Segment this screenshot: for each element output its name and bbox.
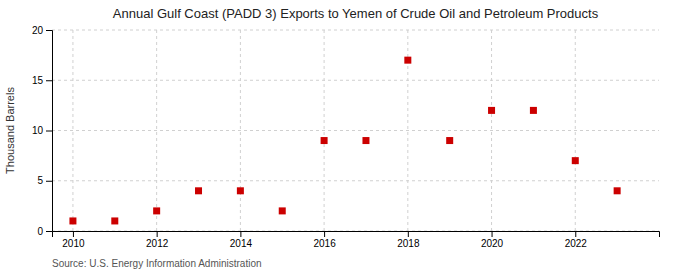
chart: 2010 2012 2014 2016 2018 2020 2022 0 5 10 15 20 Annu… [0,0,675,275]
x-tick-mark [324,231,325,237]
point [111,217,118,224]
y-tick-label: 5 [37,175,43,186]
x-tick: 2016 [313,231,336,249]
y-tick-label: 10 [32,125,44,136]
x-tick-label: 2014 [230,238,253,249]
grid-line-y [52,130,659,131]
x-tick-mark [157,231,158,237]
x-tick: 2014 [230,231,253,249]
y-tick: 0 [37,226,52,237]
x-tick-label: 2010 [62,238,85,249]
grid-line-y [52,180,659,181]
y-axis: 0 5 10 15 20 [32,25,53,237]
point [614,187,621,194]
y-tick-label: 15 [32,75,44,86]
point [446,137,453,144]
y-tick-mark [46,181,52,182]
y-tick-mark [46,131,52,132]
y-tick-mark [46,30,52,31]
y-tick-label: 0 [37,226,43,237]
point [321,137,328,144]
point [572,157,579,164]
point [362,137,369,144]
x-tick-mark [408,231,409,237]
y-tick: 5 [37,175,52,186]
y-tick: 10 [32,125,52,136]
point [69,217,76,224]
point [404,57,411,64]
grid [52,30,659,231]
x-tick-label: 2018 [397,238,420,249]
x-tick-mark [240,231,241,237]
x-tick-label: 2012 [146,238,169,249]
y-axis-title: Thousand Barrels [4,87,16,174]
point [237,187,244,194]
point [488,107,495,114]
grid-line-y [52,30,659,31]
x-tick-mark [575,231,576,237]
x-tick-label: 2016 [313,238,336,249]
point [279,207,286,214]
x-tick: 2018 [397,231,420,249]
grid-line-y [52,80,659,81]
point [153,207,160,214]
y-axis-line [46,31,53,232]
y-tick: 15 [32,75,52,86]
title: Annual Gulf Coast (PADD 3) Exports to Ye… [113,6,599,21]
y-tick-mark [46,231,52,232]
source: Source: U.S. Energy Information Administ… [52,258,262,269]
x-tick: 2010 [62,231,85,249]
y-tick-mark [46,80,52,81]
plot-area [69,57,620,225]
y-tick-label: 20 [32,25,44,36]
x-tick: 2022 [565,231,588,249]
y-tick: 20 [32,25,52,36]
x-axis-line [53,232,660,238]
x-tick: 2020 [481,231,504,249]
x-tick-mark [73,231,74,237]
x-axis: 2010 2012 2014 2016 2018 2020 2022 [53,231,660,249]
x-tick-mark [492,231,493,237]
x-tick: 2012 [146,231,169,249]
point [195,187,202,194]
x-tick-label: 2020 [481,238,504,249]
x-tick-label: 2022 [565,238,588,249]
point [530,107,537,114]
